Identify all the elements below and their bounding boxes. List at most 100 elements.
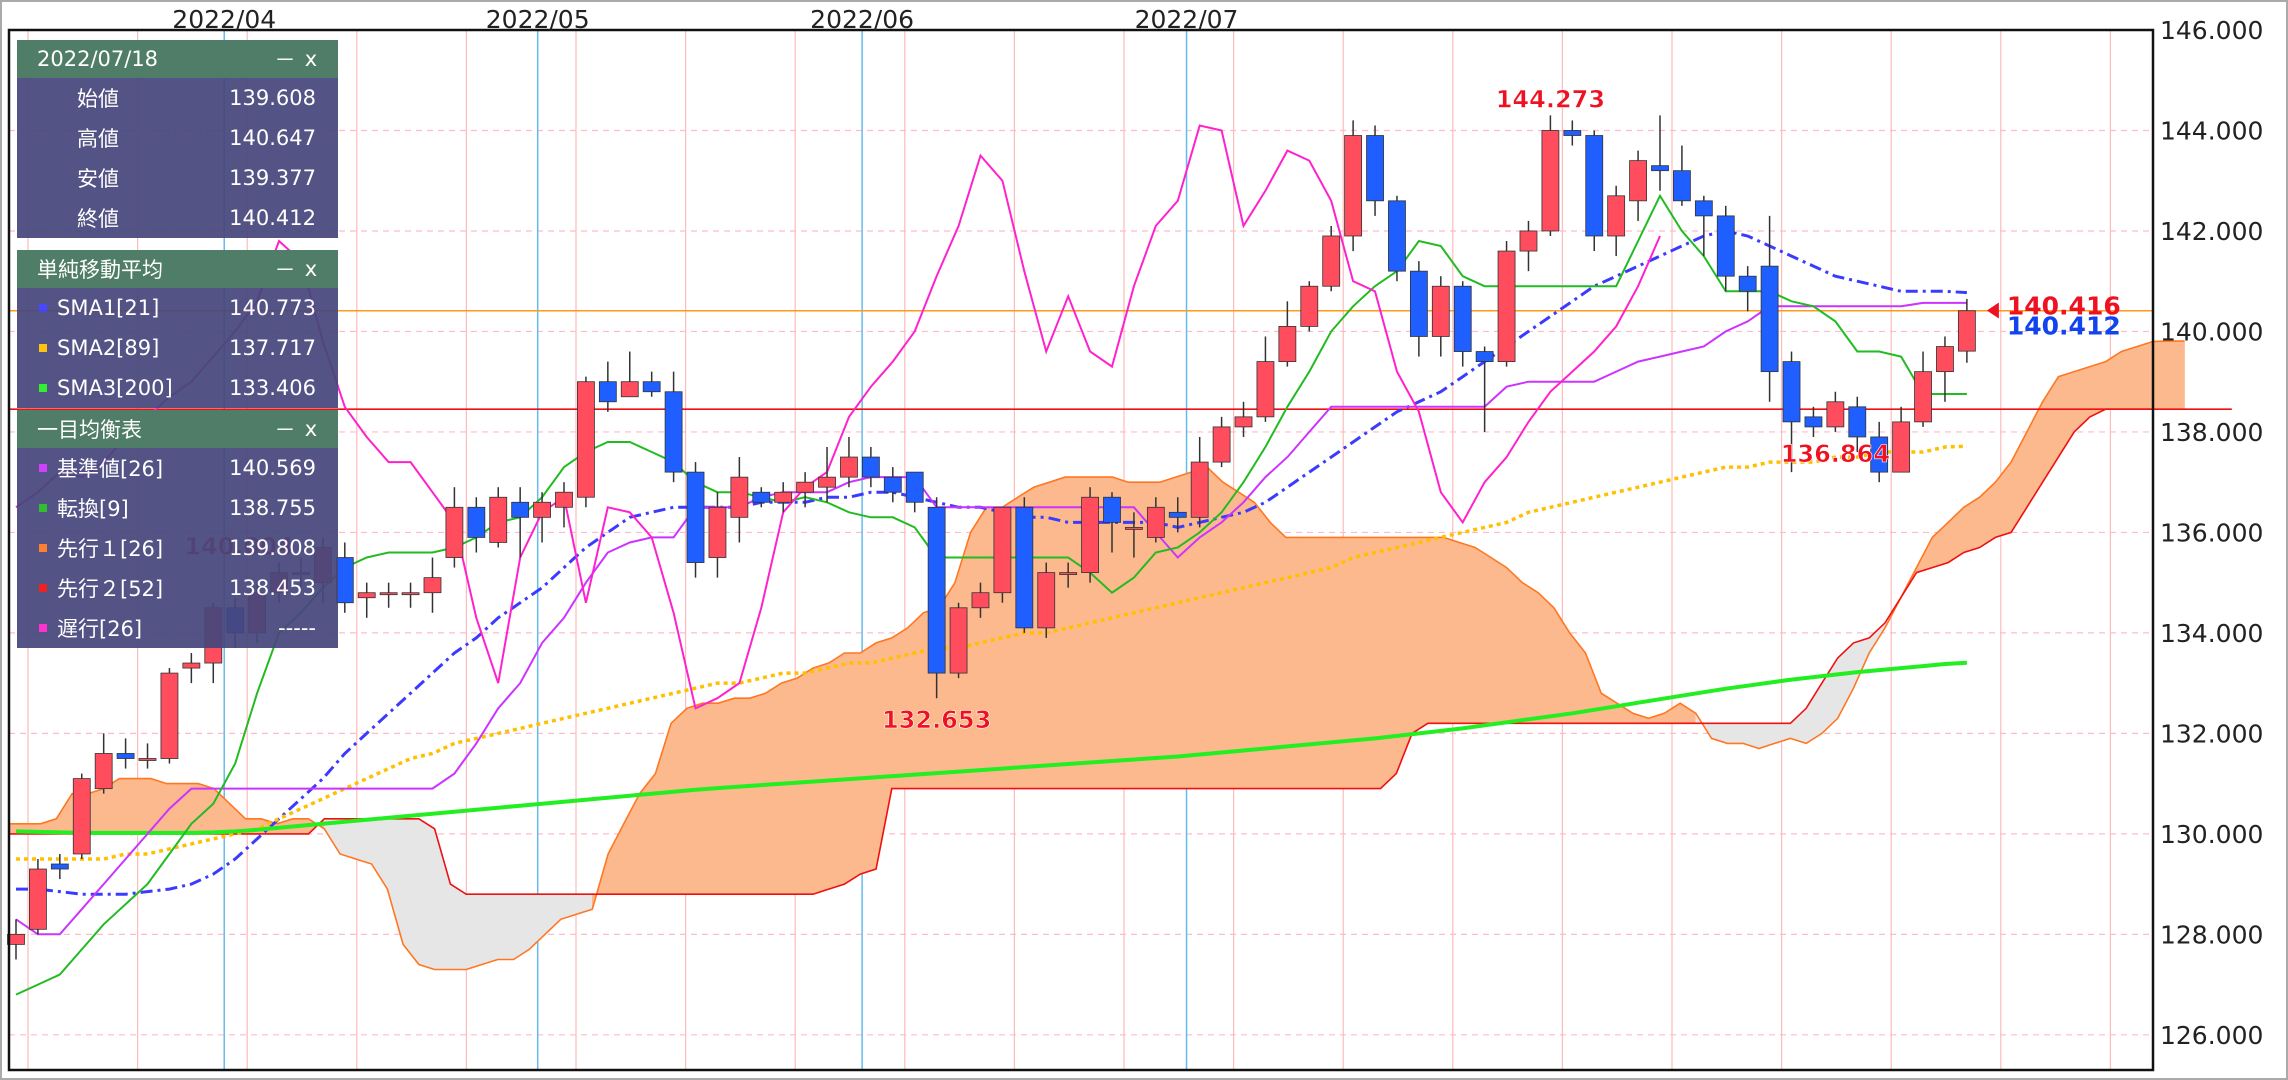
candle-body	[730, 476, 749, 518]
candle-body	[1409, 270, 1428, 337]
legend-label: 転換[9]	[57, 497, 129, 521]
candle-body	[357, 592, 376, 599]
current-price-label: 140.412	[2007, 312, 2121, 341]
candle-body	[620, 381, 639, 398]
cloud-segment	[1443, 537, 1460, 724]
candle-body	[1760, 265, 1779, 373]
cloud-segment	[513, 893, 530, 961]
candle-body	[1716, 215, 1735, 277]
candle-body	[116, 753, 135, 759]
candle-body	[664, 391, 683, 473]
candle-body	[379, 592, 398, 596]
ichimoku-close-button[interactable]: x	[304, 417, 318, 441]
candle-body	[533, 501, 551, 518]
candle-body	[335, 557, 354, 604]
candle-body	[1081, 496, 1099, 574]
ichimoku-minimize-button[interactable]: －	[274, 418, 296, 442]
cloud-segment	[1411, 537, 1429, 734]
ichimoku-panel-header: 一目均衡表 － x	[17, 410, 338, 448]
legend-swatch	[39, 304, 47, 312]
ichimoku-panel-title: 一目均衡表	[37, 418, 142, 442]
legend-label: SMA1[21]	[57, 296, 160, 320]
candle-body	[1651, 165, 1669, 172]
candle-body	[598, 381, 617, 403]
candle-body	[1234, 416, 1253, 428]
candle-body	[1190, 461, 1209, 518]
cloud-segment	[465, 893, 483, 970]
cloud-segment	[1490, 556, 1507, 724]
cloud-segment	[859, 642, 877, 875]
cloud-segment	[1033, 481, 1050, 789]
candle-body	[840, 456, 858, 478]
candle-body	[642, 381, 661, 393]
ohlc-value: 140.647	[229, 126, 316, 150]
cloud-segment	[686, 702, 703, 895]
legend-label: 先行２[52]	[57, 577, 164, 601]
sma-panel-body: SMA1[21] 140.773 SMA2[89] 137.717 SMA3[200…	[17, 288, 338, 408]
legend-label: 基準値[26]	[57, 457, 164, 481]
ohlc-value: 139.608	[229, 86, 316, 110]
candle-body	[1322, 235, 1341, 287]
y-tick-label: 134.000	[2160, 619, 2263, 648]
candle-body	[1782, 361, 1801, 423]
legend-value: 138.453	[229, 576, 316, 600]
candle-body	[708, 506, 727, 558]
cloud-segment	[2121, 346, 2138, 410]
cloud-segment	[844, 652, 861, 885]
candle-body	[1826, 401, 1845, 428]
y-tick-label: 142.000	[2160, 217, 2263, 246]
cloud-segment	[1222, 481, 1239, 789]
candle-body	[1344, 135, 1363, 237]
legend-value: -----	[278, 616, 316, 640]
candle-body	[1212, 426, 1231, 463]
y-tick-label: 140.000	[2160, 317, 2263, 346]
legend-row-kijun: 基準値[26] 140.569	[17, 448, 338, 488]
candle-body	[1870, 436, 1889, 473]
candle-body	[1694, 200, 1713, 217]
candle-body	[1431, 285, 1450, 337]
ohlc-label: 高値	[77, 127, 119, 151]
y-tick-label: 146.000	[2160, 16, 2263, 45]
cloud-segment	[828, 652, 845, 890]
ohlc-close-button[interactable]: x	[304, 47, 318, 71]
candle-body	[29, 868, 47, 930]
candle-body	[883, 476, 902, 493]
cloud-segment	[1049, 476, 1066, 789]
sma-minimize-button[interactable]: －	[274, 258, 296, 282]
legend-value: 139.808	[229, 536, 316, 560]
cloud-segment	[2136, 341, 2154, 410]
legend-swatch	[39, 584, 47, 592]
candle-body	[1936, 346, 1954, 373]
candle-body	[1300, 285, 1319, 327]
legend-value: 140.773	[229, 296, 316, 320]
y-tick-label: 136.000	[2160, 518, 2263, 547]
candle-body	[1914, 371, 1932, 423]
current-price-marker	[1986, 302, 1999, 319]
cloud-segment	[1254, 501, 1271, 789]
candle-body	[1103, 496, 1121, 523]
cloud-segment	[197, 783, 215, 835]
candle-body	[1168, 511, 1187, 518]
candle-body	[489, 496, 508, 543]
x-tick-label: 2022/04	[172, 5, 276, 34]
cloud-segment	[1364, 537, 1381, 789]
candle-body	[1673, 170, 1691, 202]
extreme-label: 136.864	[1781, 440, 1890, 468]
cloud-segment	[1522, 582, 1539, 724]
ichimoku-panel-body: 基準値[26] 140.569 転換[9] 138.755 先行１[26] 139.8…	[17, 448, 338, 648]
sma-close-button[interactable]: x	[304, 257, 318, 281]
sma-panel-header: 単純移動平均 － x	[17, 250, 338, 288]
y-tick-label: 144.000	[2160, 116, 2263, 145]
candle-body	[1015, 506, 1034, 629]
cloud-segment	[749, 692, 767, 895]
cloud-edge-line	[9, 340, 2185, 971]
candle-body	[818, 476, 836, 488]
legend-value: 137.717	[229, 336, 316, 360]
ohlc-minimize-button[interactable]: －	[274, 48, 296, 72]
candle-body	[993, 506, 1012, 594]
cloud-segment	[450, 883, 467, 970]
ohlc-value: 139.377	[229, 166, 316, 190]
cloud-segment	[1474, 546, 1492, 724]
x-axis: 2022/04 2022/05 2022/06 2022/07	[172, 5, 1238, 34]
